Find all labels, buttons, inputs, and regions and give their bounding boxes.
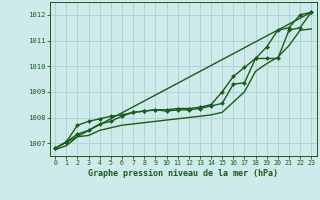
X-axis label: Graphe pression niveau de la mer (hPa): Graphe pression niveau de la mer (hPa) [88, 169, 278, 178]
